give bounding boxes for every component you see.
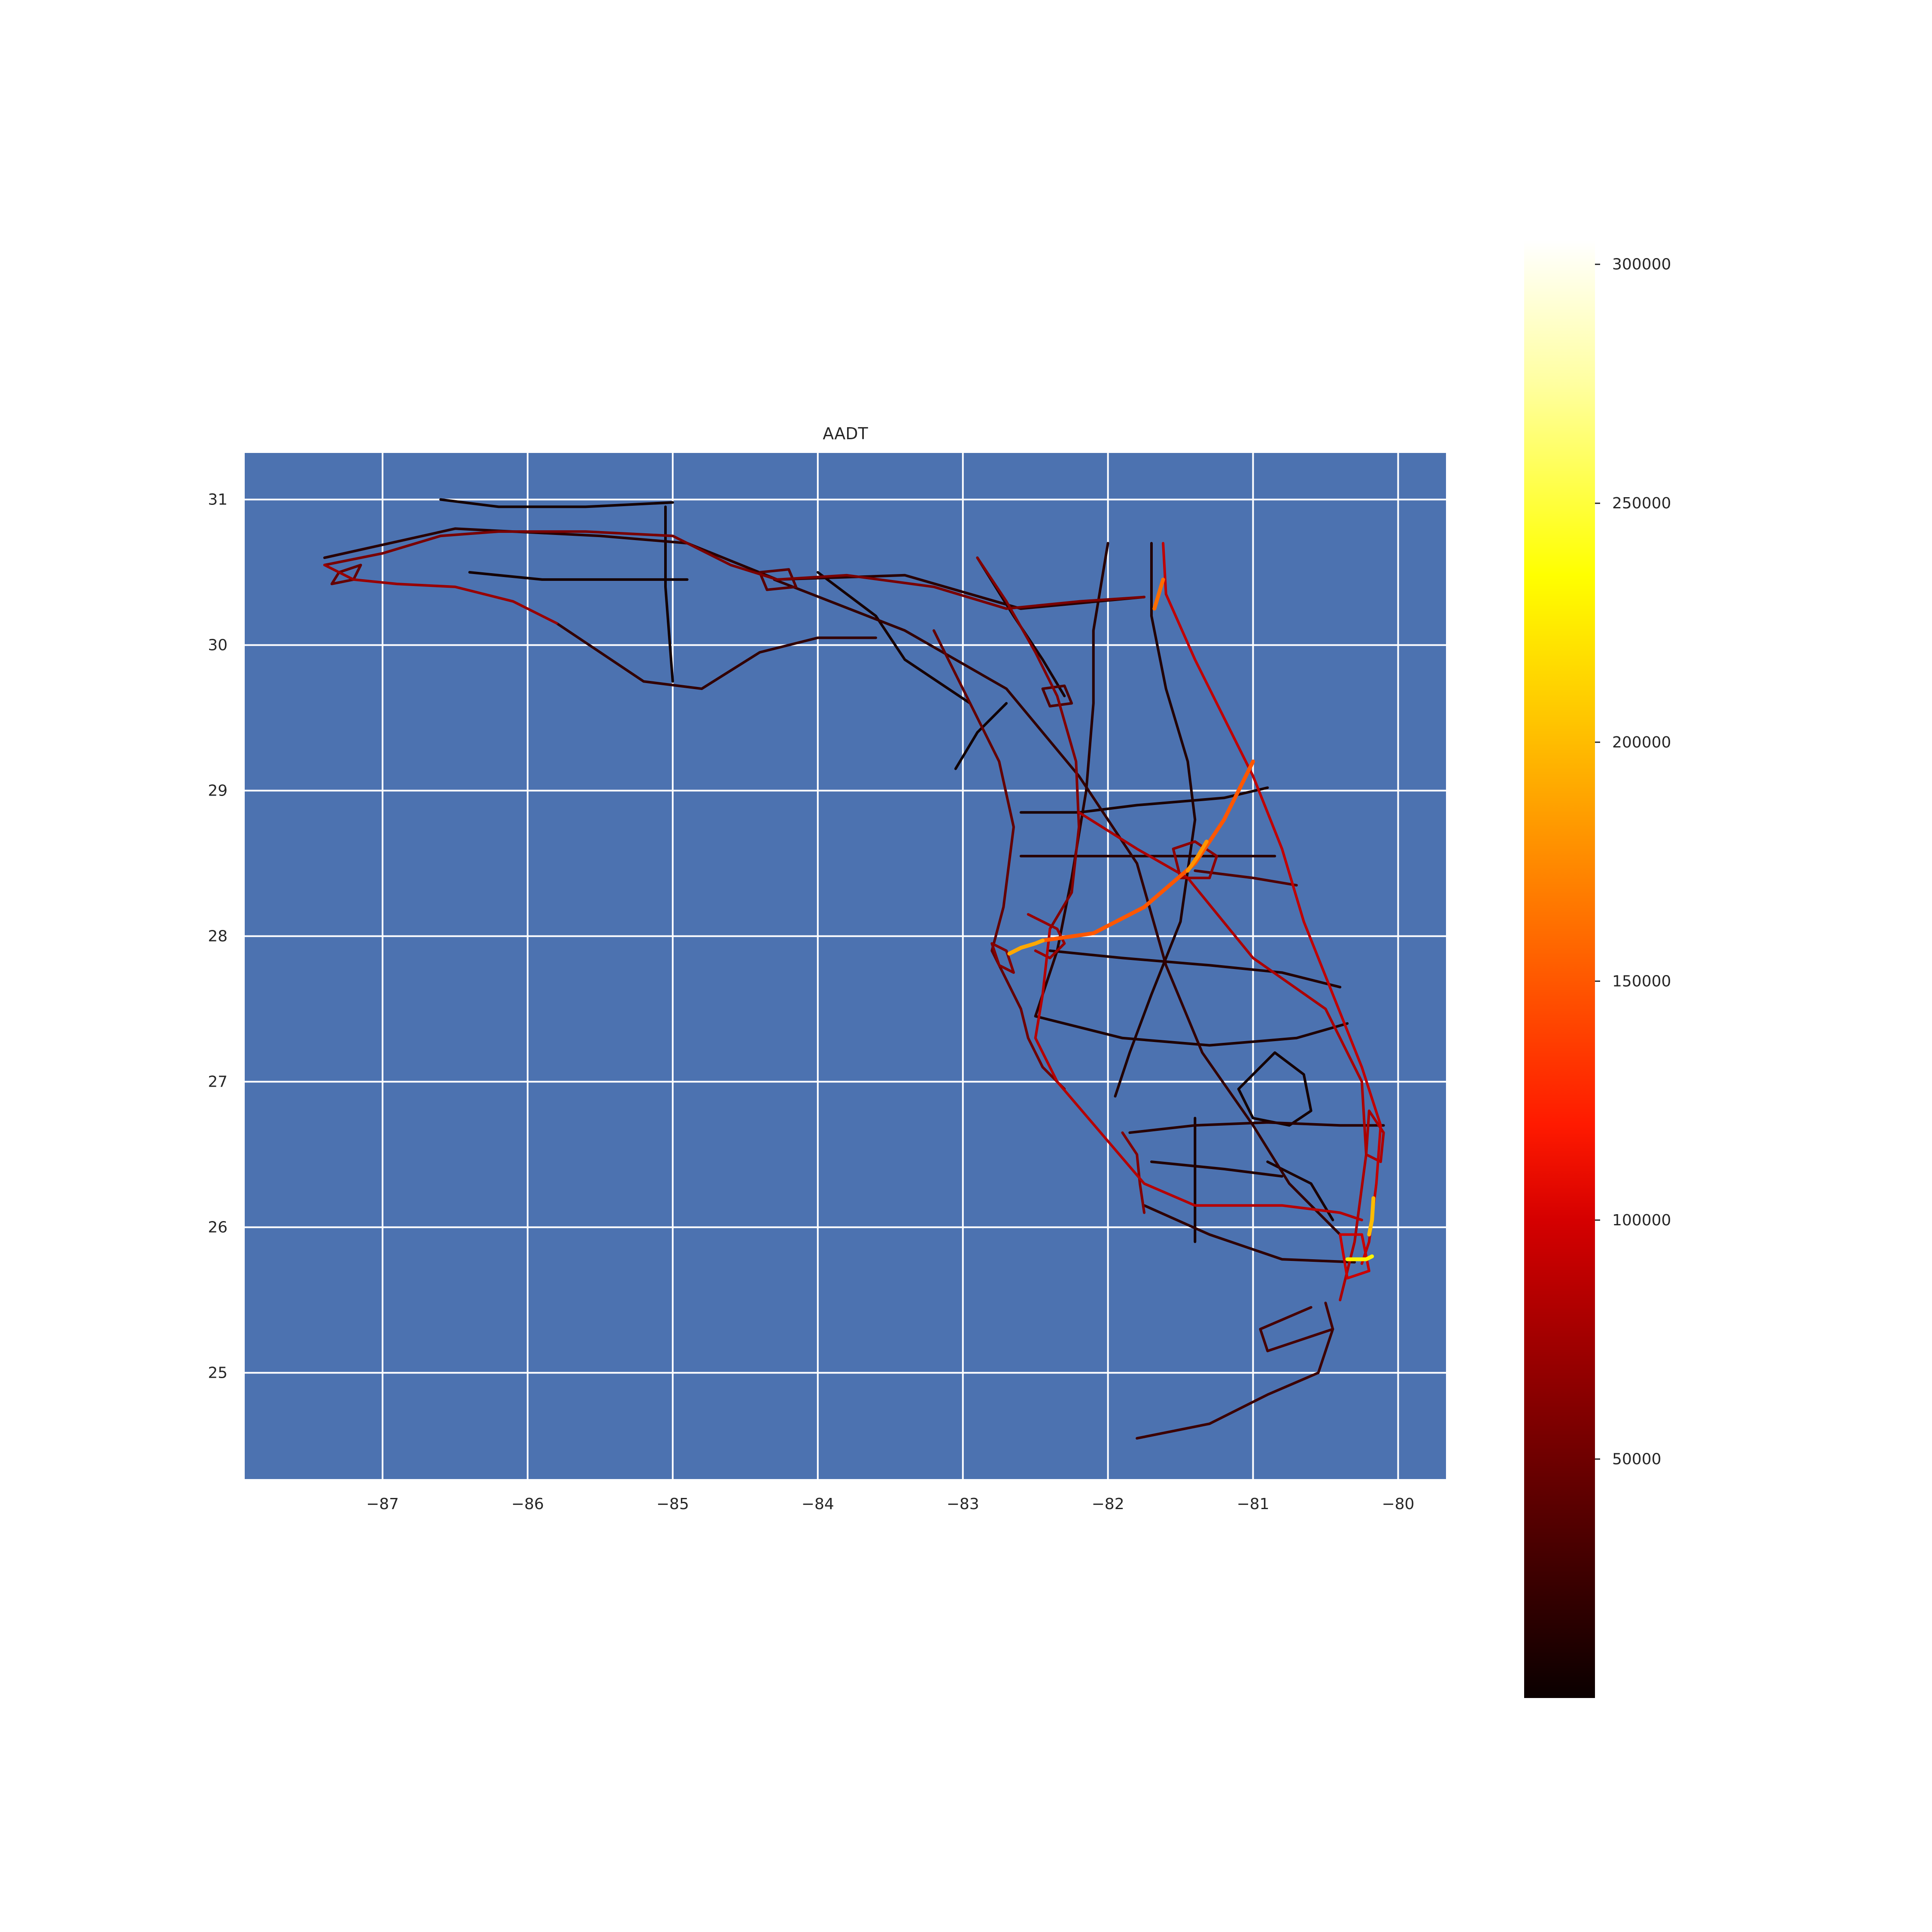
x-tick-label: −84	[802, 1495, 834, 1513]
y-tick-label: 30	[208, 636, 228, 654]
road-segment	[1128, 1121, 1385, 1134]
map-axes-background	[245, 453, 1446, 1479]
y-tick-label: 27	[208, 1073, 228, 1091]
road-segment	[1041, 759, 1255, 943]
colorbar-tick-label: 200000	[1612, 734, 1671, 751]
road-segment	[1114, 542, 1197, 1098]
road-segment	[1143, 1204, 1356, 1264]
road-segment	[758, 568, 798, 591]
road-segment	[439, 498, 674, 508]
road-segment	[323, 527, 1146, 610]
road-segment	[1367, 1196, 1376, 1236]
road-segment	[1007, 939, 1045, 956]
colorbar-tick-label: 300000	[1612, 256, 1671, 273]
road-segment	[664, 505, 674, 683]
road-segment	[990, 942, 1015, 974]
road-segment	[1019, 1008, 1066, 1091]
colorbar-tick-label: 150000	[1612, 972, 1671, 990]
x-tick-label: −81	[1237, 1495, 1270, 1513]
road-segment	[976, 556, 1081, 930]
road-segment	[816, 571, 972, 705]
colorbar-tick-label: 100000	[1612, 1212, 1671, 1229]
y-axis-ticks: 25 26 27 28 29 30 31	[208, 491, 228, 1382]
road-segment	[1078, 811, 1368, 1301]
x-tick-label: −86	[511, 1495, 544, 1513]
road-segment	[1194, 869, 1298, 887]
x-tick-label: −82	[1092, 1495, 1124, 1513]
road-segment	[1150, 1160, 1284, 1178]
road-segment	[323, 530, 1146, 610]
road-segment	[323, 564, 558, 625]
road-segment	[555, 622, 877, 690]
road-segment	[1259, 1301, 1334, 1352]
x-axis-ticks: −87 −86 −85 −84 −83 −82 −81 −80	[366, 1495, 1414, 1513]
road-segment	[1152, 577, 1165, 611]
road-segment	[1041, 684, 1073, 708]
x-tick-label: −87	[366, 1495, 399, 1513]
road-segment	[1162, 542, 1382, 1265]
colorbar-tick-label: 250000	[1612, 495, 1671, 512]
road-segment	[1339, 1233, 1370, 1280]
colorbar-tick-label: 50000	[1612, 1450, 1662, 1468]
road-segment	[1266, 1160, 1334, 1221]
road-segment	[773, 578, 1342, 1236]
road-segment	[1237, 1051, 1312, 1127]
y-tick-label: 31	[208, 491, 228, 508]
x-tick-label: −80	[1382, 1495, 1414, 1513]
y-tick-label: 26	[208, 1219, 228, 1236]
road-segment	[1048, 949, 1342, 989]
road-segment	[1034, 1015, 1349, 1047]
road-segment	[1136, 1327, 1334, 1440]
road-segment	[1034, 927, 1363, 1221]
x-tick-label: −83	[947, 1495, 979, 1513]
colorbar-ticks: 50000 100000 150000 200000 250000 300000	[1595, 256, 1671, 1468]
chart-title: AADT	[823, 424, 868, 443]
road-segment	[1345, 1254, 1374, 1261]
y-tick-label: 29	[208, 782, 228, 799]
road-segment	[1365, 1109, 1385, 1163]
road-segment	[468, 571, 689, 581]
road-segment	[954, 702, 1008, 770]
x-tick-label: −85	[656, 1495, 689, 1513]
road-segment	[933, 629, 1022, 1010]
y-tick-label: 25	[208, 1364, 228, 1382]
colorbar	[1524, 240, 1595, 1698]
road-segment	[1121, 1131, 1146, 1214]
road-network	[323, 498, 1385, 1440]
road-segment	[1186, 839, 1209, 873]
y-tick-label: 28	[208, 928, 228, 945]
